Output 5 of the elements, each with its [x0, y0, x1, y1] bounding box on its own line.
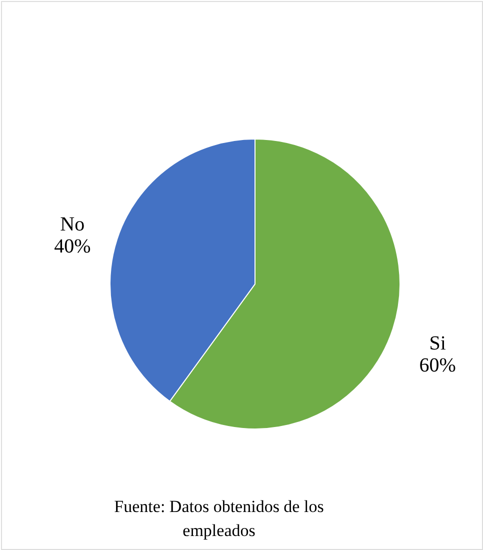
data-label: 40% — [54, 236, 91, 258]
slice-label: No — [60, 214, 85, 236]
data-label: 60% — [419, 354, 456, 376]
slice-label: Si — [429, 332, 446, 354]
source-note: Fuente: Datos obtenidos de los empleados — [114, 497, 324, 540]
